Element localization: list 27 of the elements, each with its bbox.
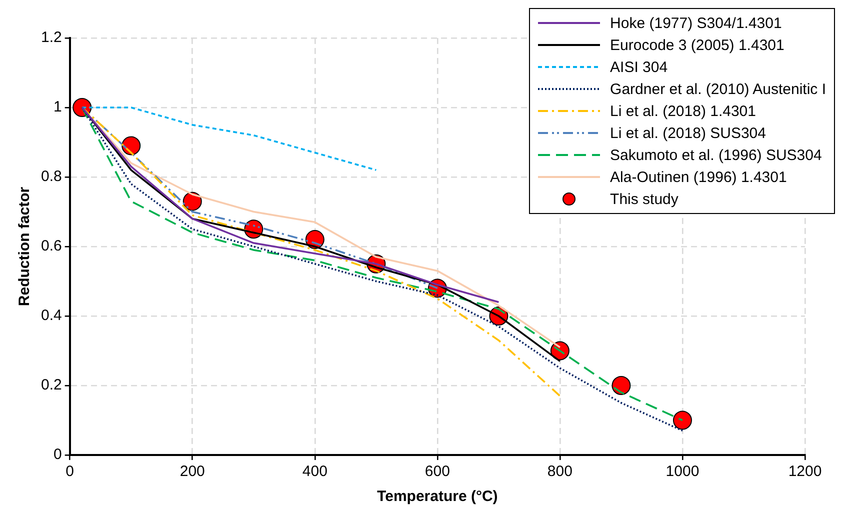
x-tick-label: 0 — [66, 463, 74, 480]
legend-label: Ala-Outinen (1996) 1.4301 — [610, 168, 787, 186]
legend-label: Sakumoto et al. (1996) SUS304 — [610, 146, 822, 164]
legend-label: Eurocode 3 (2005) 1.4301 — [610, 36, 784, 54]
x-tick-label: 600 — [424, 463, 450, 480]
y-tick-label: 1 — [54, 98, 62, 116]
x-axis-title: Temperature (°C) — [377, 488, 498, 506]
x-tick-label: 800 — [547, 463, 572, 480]
y-tick-label: 0.2 — [40, 376, 62, 394]
x-tick-label: 1200 — [788, 463, 822, 480]
legend-label: AISI 304 — [610, 58, 668, 76]
x-tick-label: 200 — [180, 463, 205, 480]
y-tick-label: 0.8 — [40, 168, 62, 186]
x-tick-label: 400 — [302, 463, 328, 480]
y-tick-label: 1.2 — [40, 29, 62, 46]
y-tick-label: 0.4 — [40, 307, 62, 324]
point — [672, 410, 692, 430]
y-tick-label: 0.6 — [40, 238, 62, 255]
legend-label: Hoke (1977) S304/1.4301 — [610, 14, 782, 32]
legend-label: Li et al. (2018) 1.4301 — [610, 102, 756, 120]
x-tick-label: 1000 — [666, 463, 700, 480]
point — [612, 376, 631, 395]
y-axis-title: Reduction factor — [16, 186, 34, 306]
y-tick-label: 0 — [54, 446, 62, 464]
legend-label: This study — [610, 190, 678, 208]
legend-label: Gardner et al. (2010) Austenitic I — [610, 80, 826, 98]
legend-label: Li et al. (2018) SUS304 — [610, 124, 766, 142]
